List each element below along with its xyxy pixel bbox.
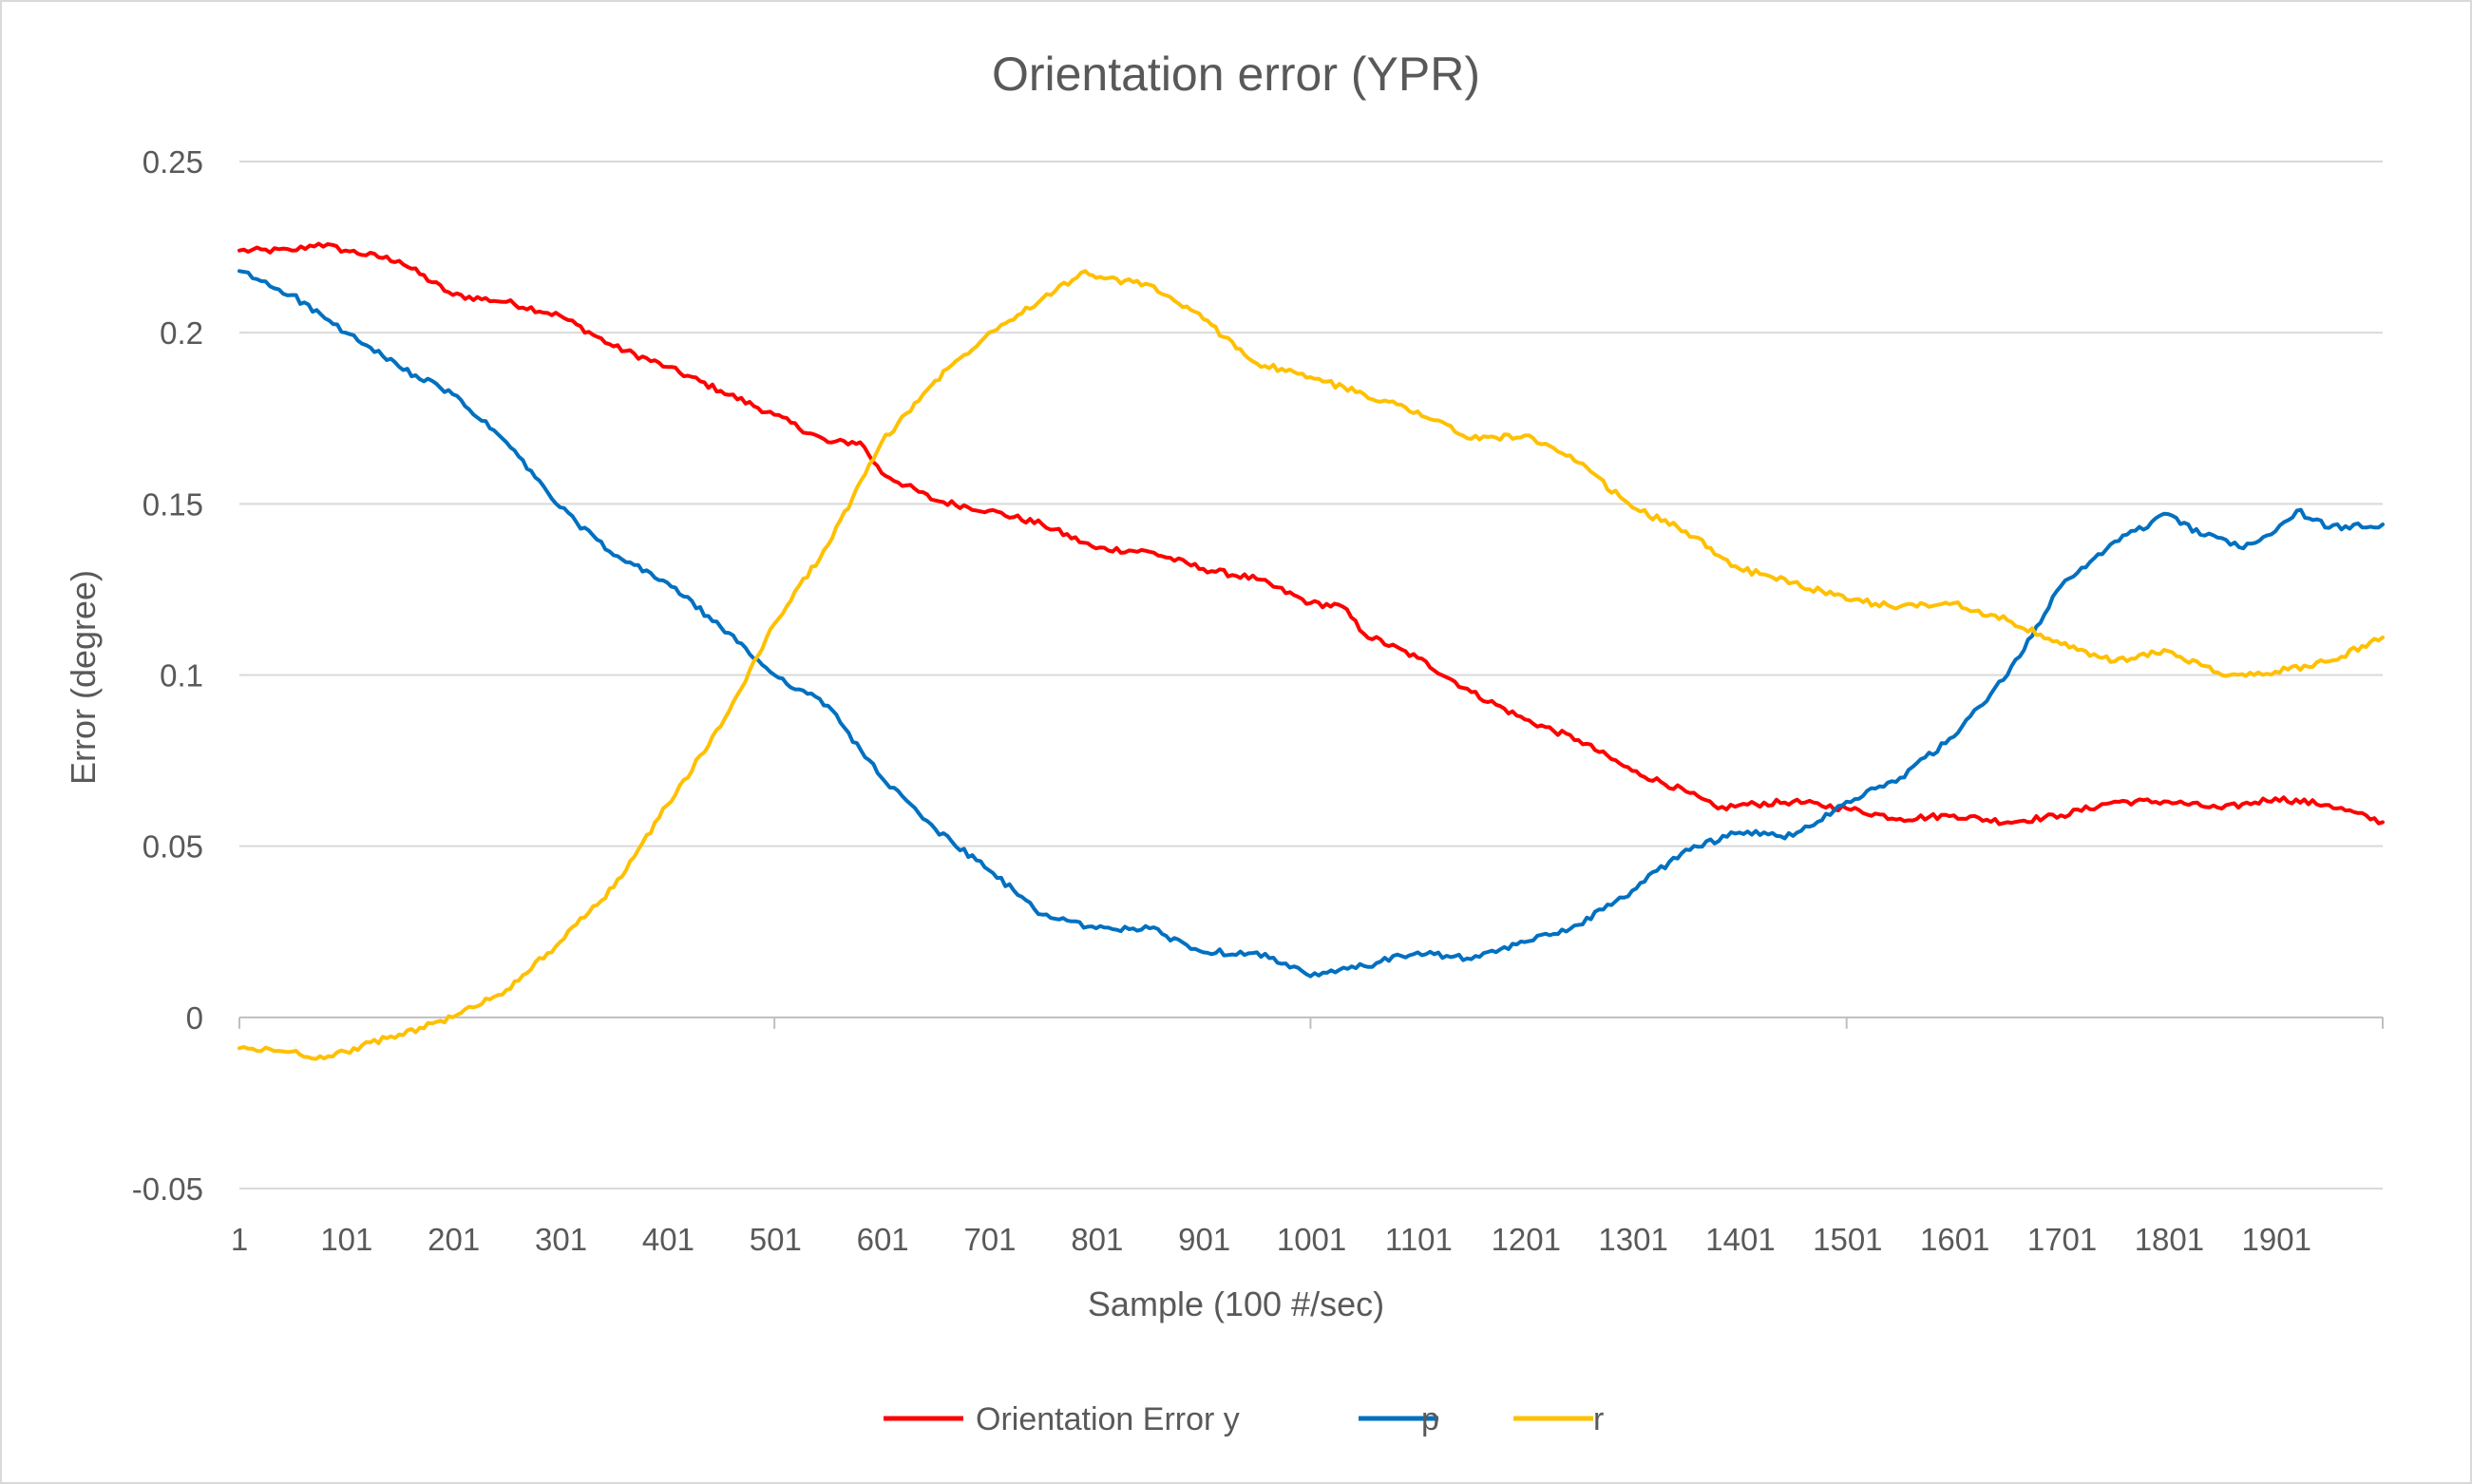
x-tick-label: 1301 bbox=[1598, 1222, 1667, 1257]
y-axis-title: Error (degree) bbox=[64, 570, 103, 785]
x-tick-label: 1101 bbox=[1385, 1222, 1453, 1257]
legend-item[interactable]: r bbox=[1513, 1401, 1604, 1437]
x-tick-label: 201 bbox=[428, 1222, 480, 1257]
legend-item[interactable]: Orientation Error y bbox=[884, 1401, 1240, 1437]
y-tick-label: 0.2 bbox=[160, 315, 203, 351]
x-tick-label: 501 bbox=[750, 1222, 802, 1257]
x-axis bbox=[238, 1016, 2384, 1029]
y-tick-label: 0 bbox=[186, 1000, 203, 1036]
x-tick-label: 801 bbox=[1071, 1222, 1123, 1257]
series-line-r bbox=[238, 269, 2385, 1061]
y-axis-tick-labels: 0.25 0.2 0.15 0.1 0.05 0 -0.05 bbox=[132, 144, 203, 1207]
legend-label: Orientation Error y bbox=[976, 1401, 1240, 1437]
x-tick-label: 701 bbox=[963, 1222, 1016, 1257]
x-tick-label: 101 bbox=[320, 1222, 372, 1257]
x-tick-label: 1501 bbox=[1813, 1222, 1882, 1257]
x-tick-label: 1201 bbox=[1492, 1222, 1561, 1257]
y-tick-label: 0.1 bbox=[160, 658, 203, 694]
series-line-p bbox=[238, 269, 2385, 979]
y-tick-label: -0.05 bbox=[132, 1171, 203, 1207]
x-tick-label: 1601 bbox=[1920, 1222, 1989, 1257]
series-lines bbox=[238, 241, 2385, 1061]
series-line-y bbox=[238, 241, 2385, 827]
x-tick-label: 1701 bbox=[2027, 1222, 2097, 1257]
legend-label: r bbox=[1593, 1401, 1604, 1437]
y-tick-label: 0.25 bbox=[143, 144, 203, 180]
x-axis-title: Sample (100 #/sec) bbox=[1088, 1284, 1384, 1323]
y-tick-label: 0.05 bbox=[143, 829, 203, 865]
x-tick-label: 1901 bbox=[2242, 1222, 2311, 1257]
x-tick-label: 601 bbox=[857, 1222, 909, 1257]
x-tick-label: 301 bbox=[535, 1222, 587, 1257]
y-tick-label: 0.15 bbox=[143, 486, 203, 522]
gridlines bbox=[239, 161, 2383, 1189]
legend[interactable]: Orientation Error y p r bbox=[884, 1401, 1604, 1437]
x-tick-label: 1001 bbox=[1277, 1222, 1346, 1257]
chart-title: Orientation error (YPR) bbox=[992, 48, 1480, 101]
x-tick-label: 401 bbox=[642, 1222, 694, 1257]
x-axis-tick-labels: 1 101 201 301 401 501 601 701 801 901 1001 1101 1201… bbox=[231, 1222, 2311, 1257]
legend-label: p bbox=[1421, 1401, 1439, 1437]
x-tick-label: 901 bbox=[1178, 1222, 1230, 1257]
legend-item[interactable]: p bbox=[1359, 1401, 1439, 1437]
x-tick-label: 1401 bbox=[1705, 1222, 1775, 1257]
x-tick-label: 1801 bbox=[2135, 1222, 2204, 1257]
x-tick-label: 1 bbox=[231, 1222, 248, 1257]
